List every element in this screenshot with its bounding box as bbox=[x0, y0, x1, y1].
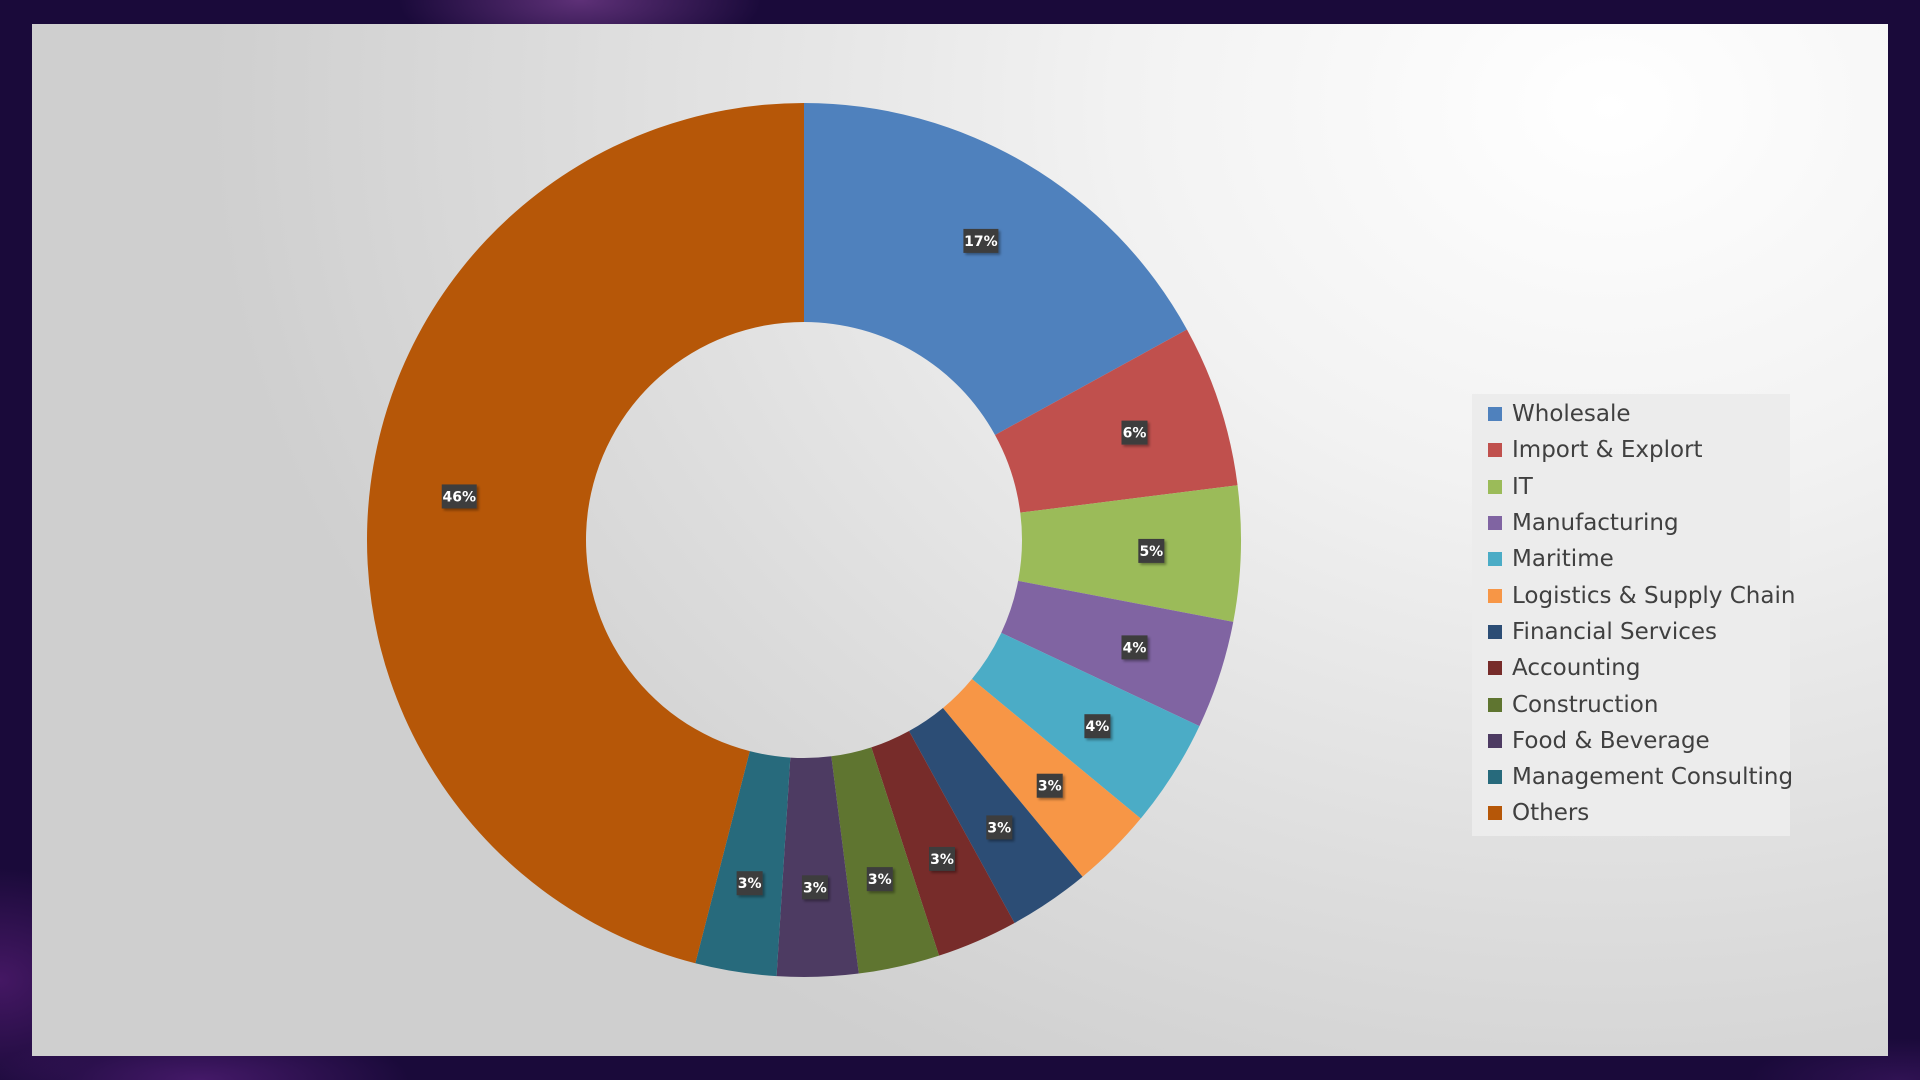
legend-item: Food & Beverage bbox=[1472, 723, 1790, 759]
slice-accounting bbox=[871, 731, 1015, 956]
chart-area: 17% 6% 5% 4% 4% 3% 3% 3% 3% 3% 3% 46% Wholesale Impo… bbox=[32, 24, 1888, 1056]
legend-swatch bbox=[1488, 733, 1502, 748]
slice-it bbox=[1018, 485, 1241, 622]
slice-management-consulting bbox=[695, 751, 791, 977]
legend-item: Import & Explort bbox=[1472, 432, 1790, 468]
legend-label: IT bbox=[1512, 473, 1533, 500]
data-label-text: 4% bbox=[1123, 640, 1147, 656]
slice-manufacturing bbox=[1001, 580, 1234, 727]
legend-item: Wholesale bbox=[1472, 396, 1790, 432]
data-label: 46% bbox=[441, 484, 477, 509]
legend-label: Manufacturing bbox=[1512, 510, 1679, 537]
legend-label: Import & Explort bbox=[1512, 437, 1703, 464]
legend-item: Logistics & Supply Chain bbox=[1472, 577, 1795, 613]
data-label-text: 3% bbox=[868, 872, 892, 888]
legend-label: Financial Services bbox=[1512, 618, 1718, 645]
legend-label: Maritime bbox=[1512, 546, 1614, 573]
data-label: 5% bbox=[1138, 538, 1165, 563]
legend-label: Others bbox=[1512, 800, 1590, 827]
legend-item: IT bbox=[1472, 469, 1790, 505]
legend-swatch bbox=[1488, 479, 1502, 494]
legend-item: Management Consulting bbox=[1472, 759, 1794, 795]
legend-swatch bbox=[1488, 806, 1502, 821]
data-label: 3% bbox=[1036, 773, 1063, 798]
legend-swatch bbox=[1488, 588, 1502, 603]
data-label-box bbox=[1121, 420, 1148, 445]
data-label-text: 4% bbox=[1086, 719, 1110, 735]
data-label-text: 3% bbox=[930, 852, 954, 868]
legend-item: Maritime bbox=[1472, 541, 1790, 577]
slice-construction bbox=[831, 747, 940, 974]
data-label: 4% bbox=[1121, 635, 1148, 660]
data-label-box bbox=[1084, 714, 1111, 739]
legend-label: Construction bbox=[1512, 691, 1659, 718]
legend-swatch bbox=[1488, 624, 1502, 639]
slice-import-explort bbox=[995, 329, 1238, 513]
data-label-text: 6% bbox=[1123, 426, 1147, 442]
data-label-text: 17% bbox=[964, 234, 998, 250]
data-label-box bbox=[736, 871, 763, 896]
data-label-box bbox=[1036, 773, 1063, 798]
chart-legend: Wholesale Import & Explort IT Manufacturing… bbox=[1472, 394, 1795, 836]
legend-swatch bbox=[1488, 407, 1502, 422]
legend-label: Accounting bbox=[1512, 655, 1641, 682]
legend-swatch bbox=[1488, 552, 1502, 567]
legend-item: Manufacturing bbox=[1472, 505, 1790, 541]
data-label-box bbox=[929, 846, 956, 871]
data-label: 3% bbox=[866, 867, 893, 892]
slice-wholesale bbox=[804, 103, 1187, 435]
legend-item: Construction bbox=[1472, 686, 1790, 722]
data-label-text: 3% bbox=[803, 880, 827, 896]
data-label-box bbox=[441, 484, 477, 509]
data-label-box bbox=[986, 815, 1013, 840]
legend-label: Management Consulting bbox=[1512, 764, 1794, 791]
data-label-box bbox=[1121, 635, 1148, 660]
data-label: 17% bbox=[963, 228, 999, 253]
data-label: 4% bbox=[1084, 714, 1111, 739]
legend-item: Others bbox=[1472, 795, 1790, 831]
data-label-text: 46% bbox=[442, 489, 476, 505]
legend-swatch bbox=[1488, 697, 1502, 712]
data-label-text: 3% bbox=[738, 876, 762, 892]
slice-others bbox=[367, 103, 804, 964]
data-label-box bbox=[1138, 538, 1165, 563]
legend-item: Accounting bbox=[1472, 650, 1790, 686]
data-label: 3% bbox=[986, 815, 1013, 840]
data-label: 3% bbox=[929, 846, 956, 871]
data-label-box bbox=[801, 875, 828, 900]
slice-food-beverage bbox=[776, 756, 859, 977]
data-label-text: 3% bbox=[987, 820, 1011, 836]
data-label-box bbox=[963, 228, 999, 253]
donut-chart: 17% 6% 5% 4% 4% 3% 3% 3% 3% 3% 3% 46% bbox=[367, 103, 1241, 977]
data-label: 6% bbox=[1121, 420, 1148, 445]
data-label: 3% bbox=[801, 875, 828, 900]
legend-swatch bbox=[1488, 516, 1502, 531]
legend-label: Food & Beverage bbox=[1512, 727, 1710, 754]
data-label-text: 3% bbox=[1038, 779, 1062, 795]
legend-item: Financial Services bbox=[1472, 614, 1790, 650]
data-label-text: 5% bbox=[1139, 544, 1163, 560]
legend-swatch bbox=[1488, 661, 1502, 676]
legend-swatch bbox=[1488, 770, 1502, 785]
legend-label: Wholesale bbox=[1512, 401, 1631, 428]
data-label-box bbox=[866, 867, 893, 892]
legend-label: Logistics & Supply Chain bbox=[1512, 582, 1796, 609]
legend-swatch bbox=[1488, 443, 1502, 458]
data-label: 3% bbox=[736, 871, 763, 896]
